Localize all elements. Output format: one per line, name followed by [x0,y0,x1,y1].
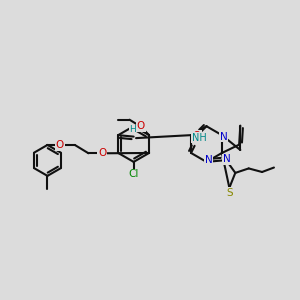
Text: S: S [226,188,233,197]
Text: O: O [193,131,201,141]
Text: H: H [129,125,136,134]
Text: NH: NH [192,133,207,142]
Text: N: N [223,154,231,164]
Text: O: O [56,140,64,150]
Text: O: O [136,121,145,131]
Text: Cl: Cl [128,169,139,179]
Text: N: N [205,155,213,165]
Text: O: O [98,148,106,158]
Text: N: N [220,132,227,142]
